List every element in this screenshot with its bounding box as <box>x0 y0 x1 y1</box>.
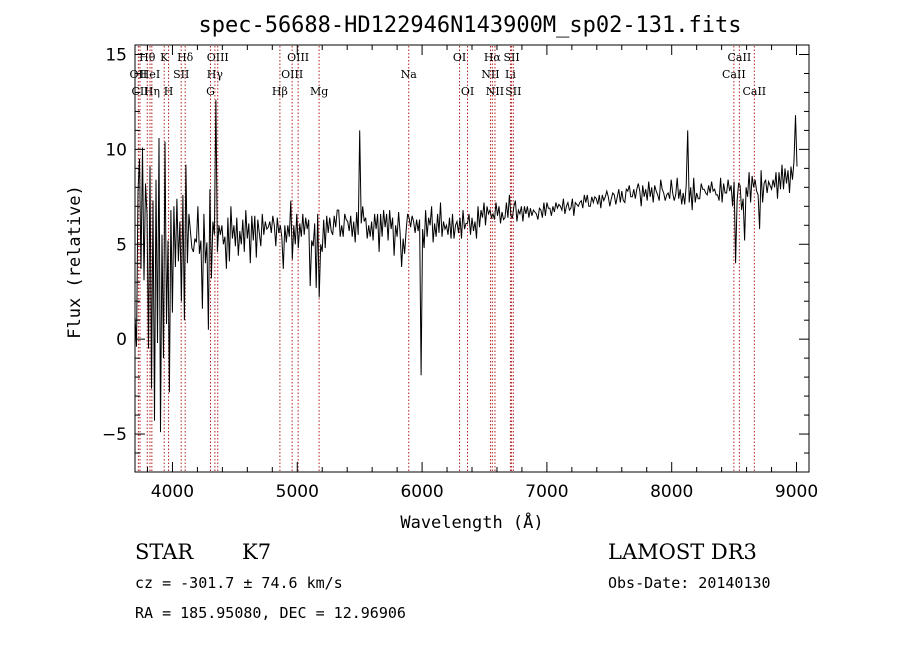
x-tick-label: 8000 <box>650 482 693 502</box>
line-marker-label: OI <box>453 51 466 64</box>
line-marker-label: OIII <box>281 68 303 81</box>
line-marker-label: NII <box>486 85 504 98</box>
x-axis-label: Wavelength (Å) <box>400 511 543 533</box>
y-tick-label: 0 <box>116 330 127 350</box>
x-tick-label: 6000 <box>400 482 443 502</box>
spectral-subclass: K7 <box>242 540 272 564</box>
line-marker-label: SII <box>505 85 521 98</box>
line-marker-label: CaII <box>722 68 746 81</box>
line-marker-label: Na <box>401 68 418 81</box>
line-marker-label: K <box>160 51 169 64</box>
x-tick-label: 4000 <box>151 482 194 502</box>
line-marker-label: Hβ <box>272 85 288 98</box>
y-tick-label: −5 <box>102 425 127 445</box>
x-tick-label: 7000 <box>525 482 568 502</box>
line-marker-label: G <box>206 85 215 98</box>
line-marker-label: SII <box>503 51 519 64</box>
line-marker-label: CII <box>131 85 148 98</box>
line-marker-label: Hη <box>144 85 160 98</box>
x-tick-label: 5000 <box>276 482 319 502</box>
object-class: STAR <box>135 540 194 564</box>
line-marker-label: OIII <box>287 51 309 64</box>
line-marker-label: Hθ <box>139 51 156 64</box>
survey-name: LAMOST DR3 <box>608 540 757 564</box>
line-marker-label: Mg <box>310 85 328 98</box>
y-axis-label: Flux (relative) <box>65 185 85 339</box>
y-tick-label: 15 <box>105 45 127 65</box>
plot-frame <box>134 44 810 473</box>
x-tick-label: 9000 <box>775 482 818 502</box>
line-marker-label: NII <box>481 68 499 81</box>
line-marker-label: CaII <box>742 85 766 98</box>
line-marker-label: Hα <box>484 51 502 64</box>
y-tick-label: 10 <box>105 140 127 160</box>
y-tick-label: 5 <box>116 235 127 255</box>
redshift-velocity: cz = -301.7 ± 74.6 km/s <box>135 574 343 592</box>
axis-ticks <box>135 45 809 473</box>
axis-tick-labels: 4000 5000 6000 7000 8000 9000 −5 0 5 10 15 <box>102 45 818 502</box>
line-marker-label: Hδ <box>177 51 194 64</box>
line-marker-label: Li <box>505 68 516 81</box>
chart-title: spec-56688-HD122946N143900M_sp02-131.fit… <box>198 13 741 38</box>
spectrum-line <box>134 99 798 433</box>
line-marker-label: Hγ <box>207 68 224 81</box>
line-marker-label: HeI <box>140 68 160 81</box>
line-marker-label: SII <box>173 68 189 81</box>
line-marker-group <box>137 46 755 471</box>
line-marker-label: OII <box>130 68 148 81</box>
observation-date: Obs-Date: 20140130 <box>608 574 771 592</box>
line-marker-label: OIII <box>207 51 229 64</box>
line-marker-label: OI <box>461 85 474 98</box>
line-marker-label: H <box>164 85 174 98</box>
sky-coordinates: RA = 185.95080, DEC = 12.96906 <box>135 604 406 622</box>
line-marker-label: CaII <box>728 51 752 64</box>
